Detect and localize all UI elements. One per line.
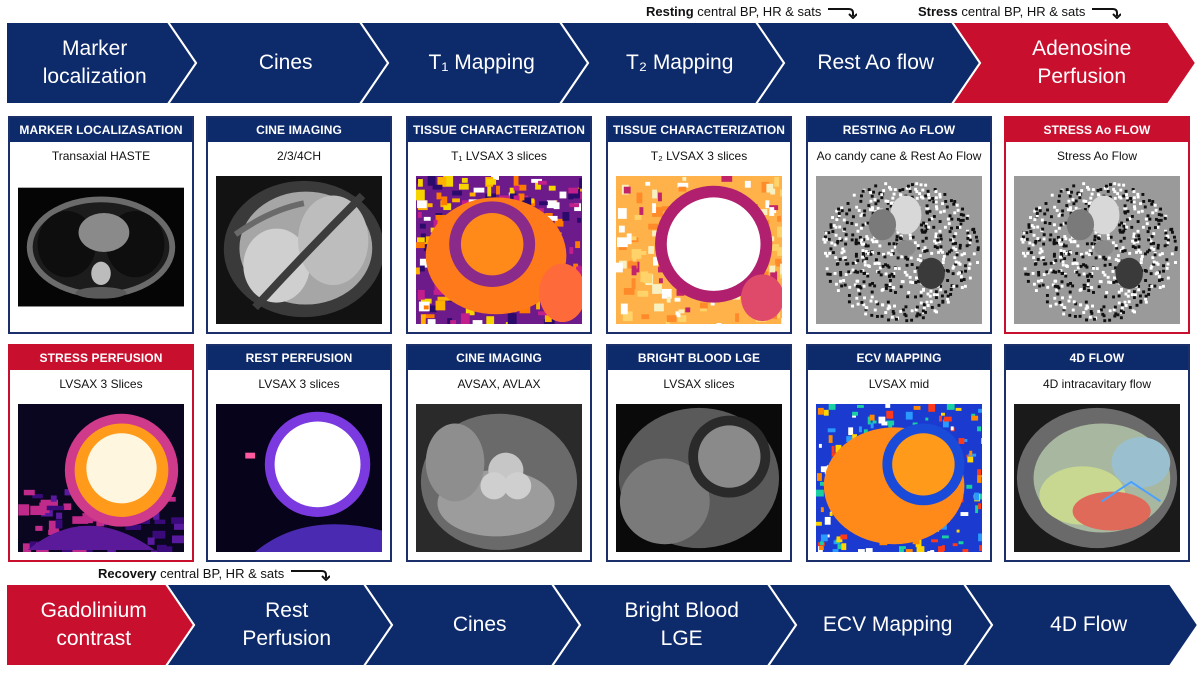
protocol-step-label: Cines [258, 51, 313, 74]
panel-title: CINE IMAGING [408, 346, 590, 370]
resting-note: Resting central BP, HR & sats [646, 4, 858, 19]
protocol-step-label: T₁ Mapping [428, 51, 535, 74]
stress-note: Stress central BP, HR & sats [918, 4, 1122, 19]
panel-subtitle: LVSAX slices [663, 377, 735, 391]
ecv-map-image [816, 404, 982, 552]
protocol-step-label: 4D Flow [1050, 613, 1128, 636]
panel-title: STRESS PERFUSION [10, 346, 192, 370]
cine-4ch-image [216, 176, 382, 324]
mri-image [216, 404, 382, 552]
scan-panel: CINE IMAGING AVSAX, AVLAX [406, 344, 592, 562]
protocol-step-label: Bright Blood LGE [624, 599, 739, 650]
mri-image [1014, 176, 1180, 324]
scan-panel: STRESS Ao FLOW Stress Ao Flow [1004, 116, 1190, 334]
mri-image [416, 176, 582, 324]
resting-note-bold: Resting [646, 4, 694, 19]
scan-panel: ECV MAPPING LVSAX mid [806, 344, 992, 562]
perfusion-rest-image [216, 404, 382, 552]
mri-image [18, 404, 184, 552]
protocol-step-label: T₂ Mapping [626, 51, 734, 74]
resting-note-text: central BP, HR & sats [693, 4, 822, 19]
panel-subtitle: LVSAX 3 Slices [59, 377, 143, 391]
panel-title: TISSUE CHARACTERIZATION [608, 118, 790, 142]
scan-panel: REST PERFUSION LVSAX 3 slices [206, 344, 392, 562]
mri-image [616, 176, 782, 324]
turn-arrow-icon [828, 7, 858, 19]
mri-image [416, 404, 582, 552]
panel-title: 4D FLOW [1006, 346, 1188, 370]
scan-panel: STRESS PERFUSION LVSAX 3 Slices [8, 344, 194, 562]
flow-4d-image [1014, 404, 1180, 552]
top-protocol-bar [5, 22, 1198, 105]
bottom-protocol-bar [5, 584, 1200, 667]
panel-title: TISSUE CHARACTERIZATION [408, 118, 590, 142]
panel-title: REST PERFUSION [208, 346, 390, 370]
scan-panel: BRIGHT BLOOD LGE LVSAX slices [606, 344, 792, 562]
panel-title: RESTING Ao FLOW [808, 118, 990, 142]
perfusion-stress-image [18, 404, 184, 552]
panel-subtitle: Transaxial HASTE [51, 149, 151, 163]
scan-panel: CINE IMAGING 2/3/4CH [206, 116, 392, 334]
recovery-note-text: central BP, HR & sats [156, 566, 285, 581]
phase-contrast-image [816, 176, 982, 324]
stress-note-bold: Stress [918, 4, 958, 19]
panel-subtitle: LVSAX mid [868, 377, 930, 391]
scan-panel: MARKER LOCALIZASATION Transaxial HASTE [8, 116, 194, 334]
panel-subtitle: Stress Ao Flow [1056, 149, 1138, 163]
panel-subtitle: Ao candy cane & Rest Ao Flow [816, 149, 982, 163]
panel-title: BRIGHT BLOOD LGE [608, 346, 790, 370]
lge-image [616, 404, 782, 552]
panel-title: ECV MAPPING [808, 346, 990, 370]
phase-contrast-image [1014, 176, 1180, 324]
recovery-note-bold: Recovery [98, 566, 157, 581]
haste-axial-image [18, 176, 184, 324]
protocol-step-label: Rest Ao flow [817, 51, 935, 74]
stress-note-text: central BP, HR & sats [957, 4, 1086, 19]
protocol-step-label: Adenosine Perfusion [1032, 37, 1132, 88]
panel-subtitle: AVSAX, AVLAX [457, 377, 541, 391]
mri-image [1014, 404, 1180, 552]
scan-panel: TISSUE CHARACTERIZATION T₁ LVSAX 3 slices [406, 116, 592, 334]
panel-subtitle: T₂ LVSAX 3 slices [650, 149, 748, 163]
panel-subtitle: LVSAX 3 slices [258, 377, 340, 391]
mri-image [816, 176, 982, 324]
protocol-step-chevron [5, 584, 196, 667]
panel-subtitle: 2/3/4CH [276, 149, 322, 163]
panel-title: CINE IMAGING [208, 118, 390, 142]
protocol-step-label: ECV Mapping [822, 613, 953, 636]
protocol-step-chevron [5, 22, 198, 105]
panel-subtitle: T₁ LVSAX 3 slices [451, 149, 547, 163]
panel-title: MARKER LOCALIZASATION [10, 118, 192, 142]
recovery-note: Recovery central BP, HR & sats [98, 566, 331, 581]
panel-title: STRESS Ao FLOW [1006, 118, 1188, 142]
mri-image [616, 404, 782, 552]
mri-image [216, 176, 382, 324]
turn-arrow-icon [291, 569, 331, 581]
protocol-step-label: Rest Perfusion [242, 599, 332, 650]
cine-av-image [416, 404, 582, 552]
t1-map-image [416, 176, 582, 324]
scan-panel: 4D FLOW 4D intracavitary flow [1004, 344, 1190, 562]
mri-image [18, 176, 184, 324]
protocol-step-label: Marker localization [42, 37, 147, 88]
scan-panel: TISSUE CHARACTERIZATION T₂ LVSAX 3 slices [606, 116, 792, 334]
mri-image [816, 404, 982, 552]
scan-panel: RESTING Ao FLOW Ao candy cane & Rest Ao F… [806, 116, 992, 334]
protocol-step-label: Gadolinium contrast [40, 599, 147, 650]
turn-arrow-icon [1092, 7, 1122, 19]
t2-map-image [616, 176, 782, 324]
protocol-step-label: Cines [452, 613, 507, 636]
panel-subtitle: 4D intracavitary flow [1042, 377, 1152, 391]
